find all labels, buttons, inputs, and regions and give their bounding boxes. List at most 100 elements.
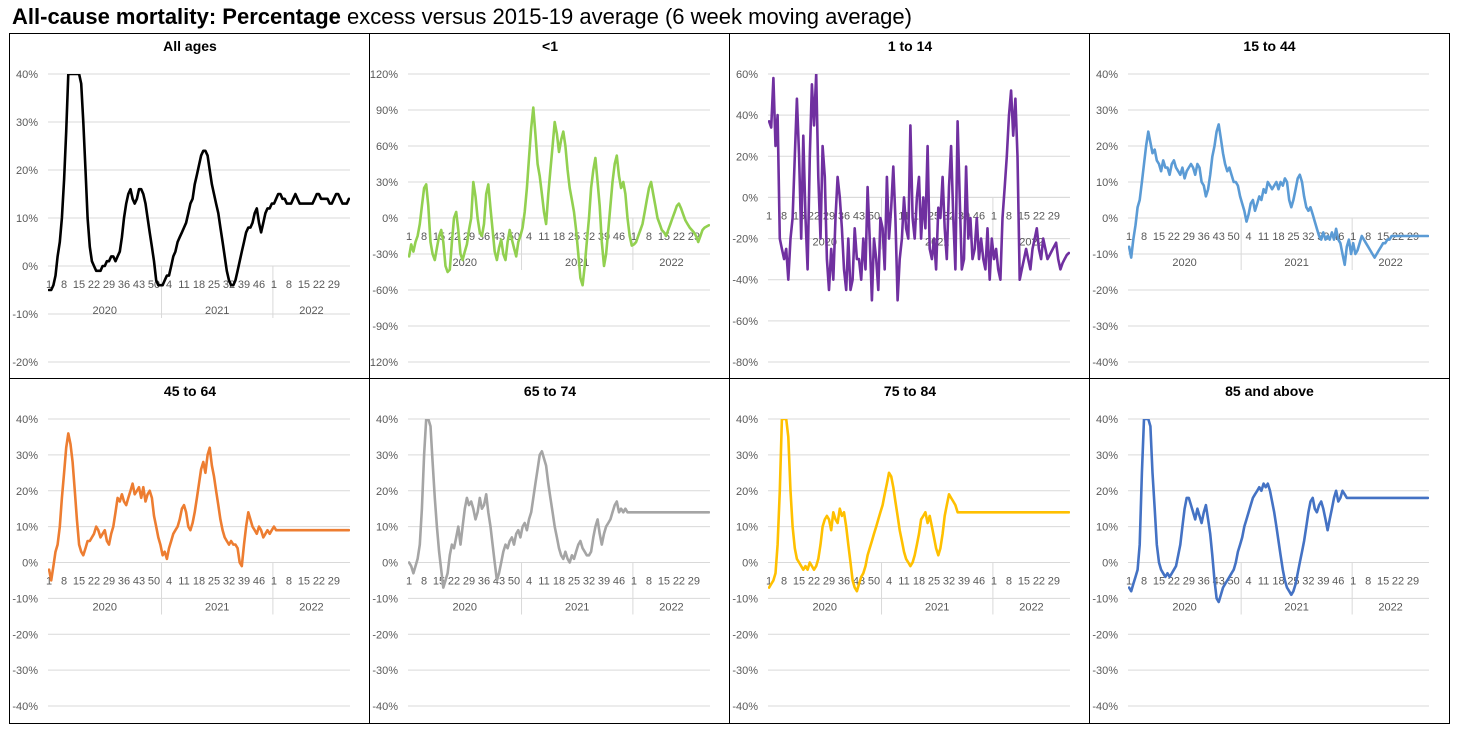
chart-title: 85 and above [1225,383,1314,399]
series-line [408,106,710,287]
y-tick-label: 20% [736,486,758,498]
x-week-label: 1 [406,231,412,243]
x-week-label: 8 [646,576,652,588]
y-tick-label: 40% [16,414,38,426]
x-week-label: 4 [166,279,172,291]
chart-title: 1 to 14 [888,38,933,54]
title-normal: excess versus 2015-19 average (6 week mo… [340,4,912,29]
page-title: All-cause mortality: Percentage excess v… [12,4,912,30]
chart-svg-7: 85 and above -40% -30% -20% -10% 0% 10% 20% 30% 4… [1092,383,1429,713]
y-tick-label: 40% [1096,69,1118,81]
y-tick-label: -30% [372,249,398,261]
y-tick-label: -30% [1092,321,1118,333]
chart-panel-7: 85 and above -40% -30% -20% -10% 0% 10% 20% 30% 4… [1090,379,1449,723]
x-week-label: 29 [688,576,700,588]
x-week-label: 29 [1183,231,1195,243]
x-week-label: 46 [973,576,985,588]
y-tick-label: 10% [16,213,38,225]
y-tick-label: -20% [12,629,38,641]
x-week-label: 18 [553,231,565,243]
x-week-label: 25 [208,576,220,588]
x-week-label: 22 [1168,576,1180,588]
x-week-label: 36 [1198,231,1210,243]
x-week-label: 22 [88,576,100,588]
x-week-label: 15 [298,279,310,291]
x-week-label: 8 [421,576,427,588]
y-tick-label: -90% [372,321,398,333]
chart-title: 75 to 84 [884,383,936,399]
x-week-label: 15 [793,576,805,588]
y-tick-label: 0% [742,192,758,204]
x-week-label: 1 [271,576,277,588]
x-week-label: 1 [1126,576,1132,588]
x-year-label: 2022 [1378,602,1402,614]
x-week-label: 46 [253,576,265,588]
chart-title: <1 [542,38,558,54]
series-line [408,419,710,589]
y-tick-label: 20% [1096,141,1118,153]
y-tick-label: 20% [376,486,398,498]
y-tick-label: 40% [16,69,38,81]
x-week-label: 22 [1033,576,1045,588]
x-week-label: 8 [646,231,652,243]
y-tick-label: -10% [372,593,398,605]
y-tick-label: 40% [736,414,758,426]
x-week-label: 15 [1377,576,1389,588]
x-week-label: 22 [1033,210,1045,222]
x-week-label: 25 [1287,231,1299,243]
x-year-label: 2020 [453,257,477,269]
x-week-label: 8 [781,576,787,588]
x-week-label: 1 [766,576,772,588]
chart-panel-5: 65 to 74 -40% -30% -20% -10% 0% 10% 20% 30% 40% 20… [370,379,730,723]
x-year-label: 2022 [299,602,323,614]
x-week-label: 43 [133,279,145,291]
y-tick-label: 20% [1096,486,1118,498]
chart-svg-0: All ages -20% -10% 0% 10% 20% 30% 40% 2020 2021 20… [12,38,350,369]
x-week-label: 50 [868,576,880,588]
x-week-label: 8 [1006,210,1012,222]
x-year-label: 2020 [93,602,117,614]
x-year-label: 2020 [813,236,837,248]
y-tick-label: 60% [376,141,398,153]
y-tick-label: -40% [372,701,398,713]
y-tick-label: -30% [372,665,398,677]
chart-panel-1: <1 -120% -90% -60% -30% 0% 30% 60% 90% 120% 2020 20… [370,34,730,379]
chart-panel-3: 15 to 44 -40% -30% -20% -10% 0% 10% 20% 30% 40% 20… [1090,34,1449,379]
chart-panel-6: 75 to 84 -40% -30% -20% -10% 0% 10% 20% 30% 40% 20… [730,379,1090,723]
y-tick-label: -10% [732,593,758,605]
y-tick-label: 0% [1102,558,1118,570]
x-week-label: 15 [1153,231,1165,243]
x-week-label: 8 [286,279,292,291]
x-week-label: 39 [238,576,250,588]
y-tick-label: 30% [16,117,38,129]
x-week-label: 8 [1141,576,1147,588]
x-week-label: 43 [133,576,145,588]
x-week-label: 18 [193,576,205,588]
y-tick-label: -20% [1092,285,1118,297]
x-week-label: 22 [313,279,325,291]
x-week-label: 36 [478,576,490,588]
x-week-label: 15 [793,210,805,222]
x-year-label: 2022 [299,305,323,317]
x-week-label: 11 [1258,576,1269,588]
series-line [1128,419,1429,604]
y-tick-label: 20% [16,486,38,498]
x-week-label: 4 [166,576,172,588]
x-week-label: 18 [193,279,205,291]
y-tick-label: -30% [12,665,38,677]
x-week-label: 15 [73,576,85,588]
x-week-label: 4 [526,576,532,588]
chart-title: 45 to 64 [164,383,216,399]
y-tick-label: -10% [12,593,38,605]
x-week-label: 8 [1365,576,1371,588]
x-week-label: 15 [1153,576,1165,588]
y-tick-label: 30% [376,450,398,462]
y-tick-label: 20% [736,151,758,163]
x-week-label: 50 [868,210,880,222]
x-week-label: 29 [1048,576,1060,588]
y-tick-label: 0% [382,558,398,570]
x-week-label: 22 [808,576,820,588]
x-week-label: 1 [631,231,637,243]
y-tick-label: -20% [732,234,758,246]
x-year-label: 2022 [1378,257,1402,269]
